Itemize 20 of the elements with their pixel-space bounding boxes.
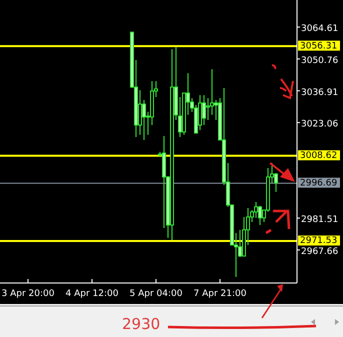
y-tick-label: 2967.66 (301, 246, 338, 257)
y-tick-label: 2981.51 (301, 215, 338, 226)
x-tick-label: 4 Apr 12:00 (66, 289, 119, 299)
ref-line-label: 3008.62 (300, 150, 338, 161)
candlestick (142, 99, 146, 140)
ref-line-label: 2996.69 (300, 178, 338, 188)
x-tick-label: 7 Apr 21:00 (194, 289, 247, 299)
text: 2930 (122, 315, 160, 333)
candlestick (258, 205, 262, 226)
x-tick-label: 3 Apr 20:00 (2, 289, 55, 299)
y-tick-label: 3050.76 (301, 56, 338, 66)
x-tick-label: 5 Apr 04:00 (130, 289, 183, 299)
candlestick (254, 202, 258, 218)
candlestick (202, 94, 206, 126)
ref-line-label: 2971.53 (300, 236, 338, 246)
ref-line-label: 3056.31 (300, 41, 338, 52)
candlestick (198, 94, 202, 131)
y-tick-label: 3023.06 (301, 120, 338, 130)
y-tick-label: 3064.61 (301, 24, 338, 34)
y-tick-label: 3036.91 (301, 88, 338, 98)
